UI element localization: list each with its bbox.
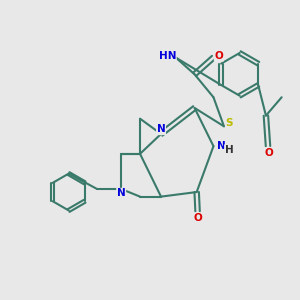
Text: O: O xyxy=(194,213,203,223)
Text: N: N xyxy=(157,124,165,134)
Text: O: O xyxy=(214,51,223,61)
Text: H: H xyxy=(224,145,233,155)
Text: N: N xyxy=(217,141,225,151)
Text: O: O xyxy=(264,148,273,158)
Text: N: N xyxy=(117,188,125,198)
Text: S: S xyxy=(226,118,233,128)
Text: HN: HN xyxy=(159,51,176,61)
